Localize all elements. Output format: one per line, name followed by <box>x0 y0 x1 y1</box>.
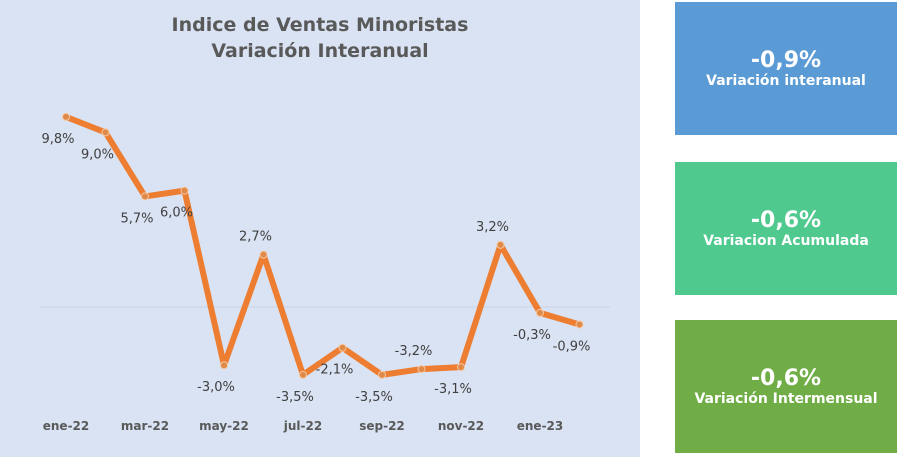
data-label: 5,7% <box>120 211 153 226</box>
x-tick-label: may-22 <box>199 419 249 433</box>
x-tick-label: ene-22 <box>43 419 90 433</box>
data-point <box>378 370 386 379</box>
x-tick-label: jul-22 <box>283 419 322 433</box>
data-point <box>496 240 505 249</box>
data-point <box>180 186 189 195</box>
data-point <box>101 128 110 137</box>
chart-title: Indice de Ventas Minoristas <box>171 14 469 36</box>
data-label: -3,1% <box>434 382 472 397</box>
data-label: 3,2% <box>476 220 509 235</box>
data-point <box>457 363 465 372</box>
data-label: -0,9% <box>553 339 591 354</box>
data-label: 2,7% <box>239 230 272 245</box>
data-point <box>299 370 307 379</box>
chart-subtitle: Variación Interanual <box>211 40 429 62</box>
data-label: -3,5% <box>276 390 314 405</box>
x-tick-label: nov-22 <box>438 419 484 433</box>
card-interanual: -0,9% Variación interanual <box>675 2 897 135</box>
card-value: -0,6% <box>750 208 822 233</box>
card-label: Variacion Acumulada <box>703 233 869 249</box>
card-value: -0,9% <box>750 48 822 73</box>
data-point <box>575 320 584 329</box>
card-label: Variación interanual <box>706 73 866 89</box>
card-label: Variación Intermensual <box>694 391 878 407</box>
data-point <box>141 192 149 201</box>
data-label: 6,0% <box>160 206 193 221</box>
data-point <box>62 112 70 121</box>
data-point <box>259 250 268 259</box>
data-label: -3,2% <box>395 344 433 359</box>
card-value: -0,6% <box>750 366 822 391</box>
chart-area: Indice de Ventas Minoristas Variación In… <box>0 0 640 457</box>
x-tick-label: mar-22 <box>121 419 169 433</box>
line-chart: 9,8% 9,0% 5,7% 6,0% -3,0% 2,7% -3,5%-2,1%-3,5%… <box>40 112 610 433</box>
data-label: -3,0% <box>197 380 235 395</box>
data-label: 9,0% <box>81 147 114 162</box>
data-point <box>338 343 347 352</box>
data-point <box>220 361 228 370</box>
data-label: -2,1% <box>316 363 354 378</box>
x-tick-label: ene-23 <box>517 419 564 433</box>
data-label: -0,3% <box>513 328 551 343</box>
x-tick-label: sep-22 <box>359 419 405 433</box>
data-label: -3,5% <box>355 390 393 405</box>
series-line <box>64 114 581 378</box>
data-point <box>536 308 544 317</box>
card-intermensual: -0,6% Variación Intermensual <box>675 320 897 453</box>
card-acumulada: -0,6% Variacion Acumulada <box>675 162 897 295</box>
data-point <box>417 365 426 374</box>
data-label: 9,8% <box>41 132 74 147</box>
